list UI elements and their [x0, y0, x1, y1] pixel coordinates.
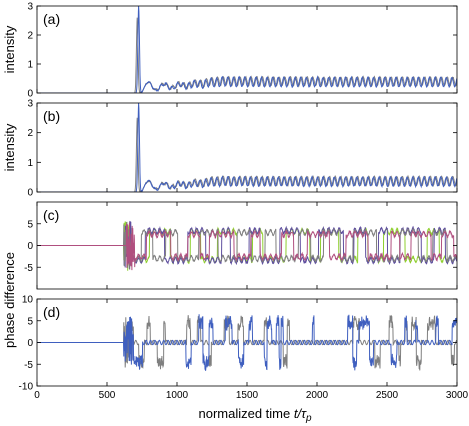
series-line-4	[37, 222, 457, 271]
x-tick-label: 0	[34, 390, 40, 401]
panel-c: -5 0 5 (c)	[24, 201, 458, 290]
y-tick-label: 3	[27, 99, 33, 110]
panel-b: 0 1 2 3 (b) intensity	[2, 99, 458, 199]
y-tick-label: -5	[24, 263, 33, 274]
series-line-1	[37, 17, 457, 93]
y-tick-label: -5	[24, 360, 33, 371]
panel-tag: (b)	[43, 108, 60, 124]
series-group	[37, 6, 457, 93]
x-tick-label: 1000	[166, 390, 189, 401]
series-group	[37, 220, 457, 271]
y-tick-label: -10	[19, 382, 34, 393]
y-tick-label: 2	[27, 128, 33, 139]
y-tick-label: 10	[22, 295, 34, 306]
y-tick-label: 0	[27, 188, 33, 199]
y-tick-label: 0	[27, 89, 33, 100]
panel-tag: (d)	[43, 304, 60, 320]
x-axis-title: normalized time t/τp	[198, 406, 311, 424]
series-group	[37, 314, 457, 371]
y-tick-label: 1	[27, 60, 33, 71]
y-tick-label: 1	[27, 158, 33, 169]
y-tick-label: 5	[27, 219, 33, 230]
series-group	[37, 103, 457, 192]
shared-labels: phase difference normalized time t/τp	[2, 252, 312, 424]
panels-group: 0123(a)intensity0123(b)intensity-505(c)-…	[2, 2, 469, 402]
x-tick-label: 2000	[306, 390, 329, 401]
x-tick-label: 1500	[236, 390, 259, 401]
x-tick-label: 500	[99, 390, 116, 401]
x-tick-label: 3000	[446, 390, 469, 401]
axes-frame	[36, 102, 458, 193]
x-tick-label: 2500	[376, 390, 399, 401]
panel-tag: (c)	[43, 207, 59, 223]
y-tick-label: 3	[27, 2, 33, 13]
y-tick-label: 0	[27, 241, 33, 252]
series-line-1	[37, 117, 457, 192]
y-tick-label: 5	[27, 316, 33, 327]
series-line-2	[37, 103, 457, 192]
y-tick-label: 2	[27, 31, 33, 42]
x-axis-title-main: normalized time	[198, 406, 293, 421]
y-axis-title: intensity	[2, 123, 17, 171]
shared-ylabel-phase-difference: phase difference	[2, 252, 17, 348]
panel-a: 0 1 2 3 (a) intensity	[2, 2, 458, 100]
panel-tag: (a)	[43, 11, 60, 27]
series-line-2	[37, 314, 457, 371]
series-line-2	[37, 6, 457, 93]
y-tick-label: 0	[27, 338, 33, 349]
y-axis-title: intensity	[2, 25, 17, 73]
x-axis-title-sub: p	[305, 413, 312, 424]
panel-d: -10 -5 0 5 10 0 500 1000 1500 2000 2500 3000 (d)	[19, 295, 469, 402]
x-axis-title-var: t/τ	[294, 406, 307, 421]
